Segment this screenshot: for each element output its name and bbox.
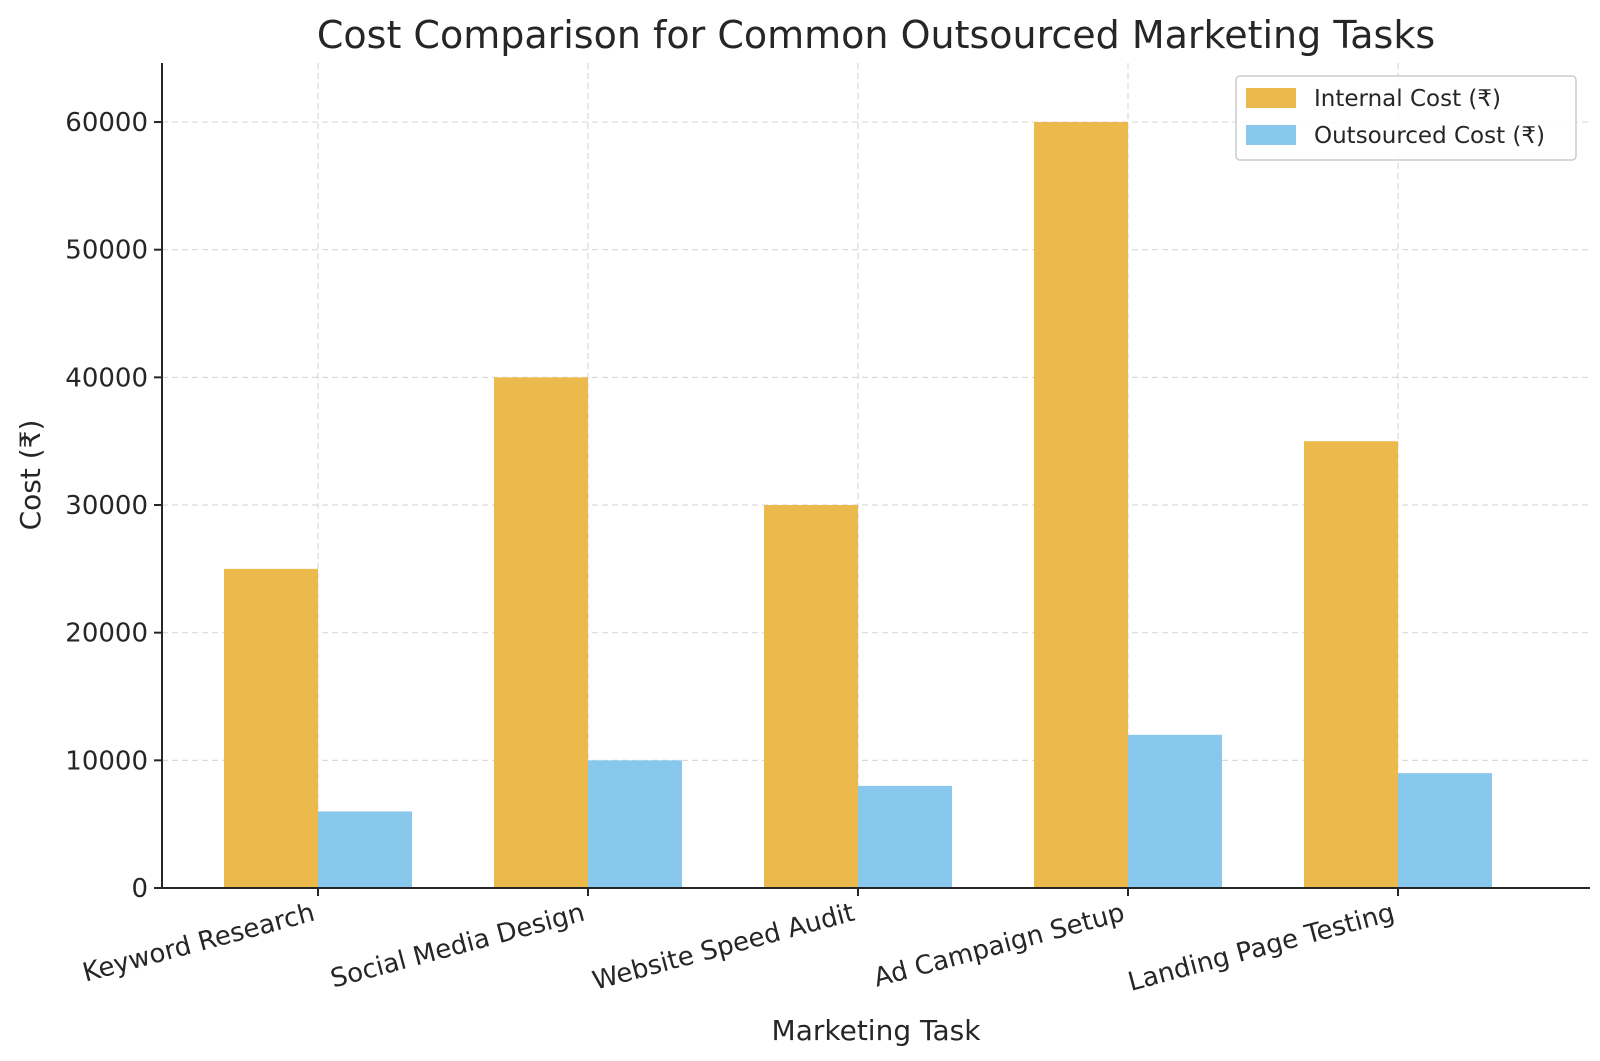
- x-axis-label: Marketing Task: [772, 1014, 982, 1047]
- y-tick-label: 10000: [65, 746, 148, 776]
- x-ticks: Keyword Research Social Media Design Websi…: [80, 888, 1399, 998]
- bar-internal: [224, 568, 318, 888]
- x-tick-label: Website Speed Audit: [589, 898, 857, 997]
- legend-label-internal: Internal Cost (₹): [1314, 86, 1501, 112]
- y-tick-label: 60000: [65, 108, 148, 138]
- bar-internal: [494, 377, 588, 888]
- y-tick-label: 40000: [65, 363, 148, 393]
- bar-outsourced: [318, 811, 412, 888]
- bar-internal: [764, 505, 858, 888]
- bar-outsourced: [858, 785, 952, 888]
- legend-swatch-internal: [1246, 88, 1296, 108]
- legend-box: [1235, 75, 1577, 161]
- y-axis-label: Cost (₹): [14, 420, 47, 531]
- bar-internal: [1304, 441, 1398, 888]
- y-tick-label: 30000: [65, 491, 148, 521]
- chart-title: Cost Comparison for Common Outsourced Ma…: [317, 13, 1435, 57]
- x-tick-label: Landing Page Testing: [1125, 898, 1398, 998]
- x-tick-label: Keyword Research: [80, 898, 318, 989]
- axes-layer: [161, 63, 1590, 889]
- y-tick-label: 0: [131, 874, 148, 904]
- y-ticks: 0 10000 20000 30000 40000 50000 60000: [65, 108, 162, 904]
- y-tick-label: 20000: [65, 619, 148, 649]
- x-tick-label: Ad Campaign Setup: [871, 898, 1128, 994]
- legend-label-outsourced: Outsourced Cost (₹): [1314, 123, 1545, 149]
- bar-internal: [1034, 122, 1128, 889]
- bar-outsourced: [588, 760, 682, 888]
- legend-swatch-outsourced: [1246, 125, 1296, 145]
- y-tick-label: 50000: [65, 236, 148, 266]
- bar-outsourced: [1398, 773, 1492, 888]
- bars-layer: [224, 122, 1492, 889]
- x-tick-label: Social Media Design: [327, 898, 587, 995]
- legend: Internal Cost (₹) Outsourced Cost (₹): [1235, 75, 1577, 161]
- bar-outsourced: [1128, 734, 1222, 888]
